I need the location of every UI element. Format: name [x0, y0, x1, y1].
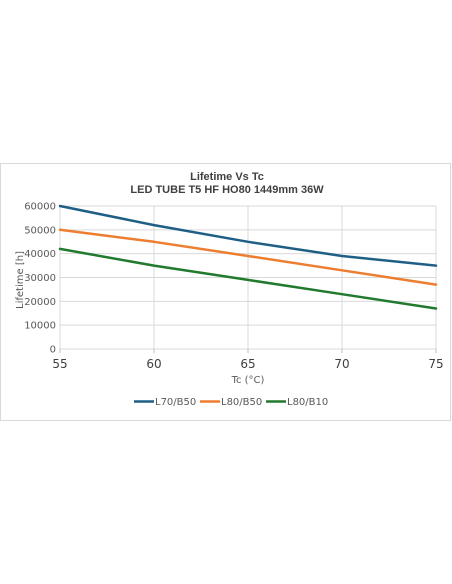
y-tick-label: 60000	[24, 202, 56, 213]
x-axis-label: Tc (°C)	[231, 375, 265, 386]
x-tick-label: 75	[428, 357, 443, 371]
y-tick-label: 0	[50, 345, 56, 356]
y-tick-label: 30000	[24, 273, 56, 284]
y-axis-ticks: 0 10000 20000 30000 40000 50000 60000	[24, 202, 56, 356]
series-line-l80-b50	[58, 228, 438, 286]
lifetime-chart: Lifetime Vs Tc LED TUBE T5 HF HO80 1449m…	[15, 171, 444, 408]
x-tick-label: 70	[334, 357, 349, 371]
series-lines	[58, 204, 438, 310]
x-tick-label: 65	[240, 357, 255, 371]
chart-subtitle: LED TUBE T5 HF HO80 1449mm 36W	[130, 184, 324, 196]
legend-label: L80/B50	[221, 397, 262, 408]
x-tick-label: 60	[146, 357, 161, 371]
chart-frame: Lifetime Vs Tc LED TUBE T5 HF HO80 1449m…	[0, 163, 451, 421]
series-line-l80-b10	[58, 247, 438, 310]
y-tick-label: 20000	[24, 297, 56, 308]
y-tick-label: 50000	[24, 225, 56, 236]
legend: L70/B50 L80/B50 L80/B10	[134, 397, 328, 408]
y-tick-label: 40000	[24, 249, 56, 260]
legend-label: L70/B50	[155, 397, 196, 408]
y-tick-label: 10000	[24, 321, 56, 332]
chart-title: Lifetime Vs Tc	[190, 171, 264, 183]
series-line-l70-b50	[58, 204, 438, 267]
x-axis-ticks: 55 60 65 70 75	[52, 357, 443, 371]
y-axis-label: Lifetime [h]	[15, 251, 26, 309]
grid	[59, 205, 437, 353]
x-tick-label: 55	[52, 357, 67, 371]
legend-label: L80/B10	[287, 397, 328, 408]
